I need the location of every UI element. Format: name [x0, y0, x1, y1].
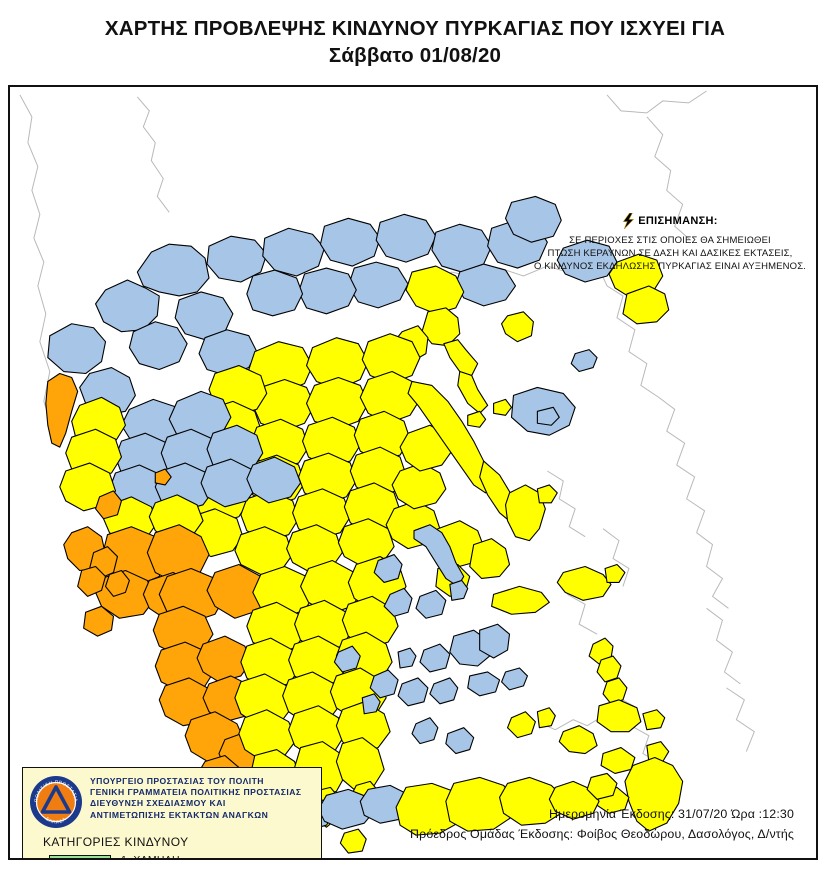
issuer-line: Πρόεδρος Ομάδας Έκδοσης: Φοίβος Θεοδώρου…: [410, 827, 794, 841]
fire-risk-map[interactable]: .b {fill:#a7c5e6;} .y {fill:#ffff00;} .o…: [8, 85, 818, 860]
agency-line-2: ΓΕΝΙΚΗ ΓΡΑΜΜΑΤΕΙΑ ΠΟΛΙΤΙΚΗΣ ΠΡΟΣΤΑΣΙΑΣ: [90, 787, 302, 798]
issue-info-footer: Ημερομηνία Έκδοσης: 31/07/20 Ώρα :12:30 …: [410, 804, 794, 844]
title-line-2: Σάββατο 01/08/20: [328, 44, 502, 67]
agency-line-3: ΔΙΕΥΘΥΝΣΗ ΣΧΕΔΙΑΣΜΟΥ ΚΑΙ: [90, 798, 226, 809]
title-line-1: ΧΑΡΤΗΣ ΠΡΟΒΛΕΨΗΣ ΚΙΝΔΥΝΟΥ ΠΥΡΚΑΓΙΑΣ ΠΟΥ …: [104, 17, 726, 40]
region-western-greece[interactable]: [45, 372, 302, 637]
page-title: ΧΑΡΤΗΣ ΠΡΟΒΛΕΨΗΣ ΚΙΝΔΥΝΟΥ ΠΥΡΚΑΓΙΑΣ ΠΟΥ …: [0, 0, 830, 82]
civil-protection-emblem-icon: ΠΟΛΙΤΙΚΗ ΠΡΟΣΤΑΣΙΑ ΕΛΛΑΔΑ: [29, 775, 83, 829]
agency-line-4: ΑΝΤΙΜΕΤΩΠΙΣΗΣ ΕΚΤΑΚΤΩΝ ΑΝΑΓΚΩΝ: [90, 809, 269, 820]
legend-header: ΠΟΛΙΤΙΚΗ ΠΡΟΣΤΑΣΙΑ ΕΛΛΑΔΑ ΥΠΟΥΡΓΕΙΟ ΠΡΟΣ…: [29, 774, 313, 829]
svg-text:ΕΛΛΑΔΑ: ΕΛΛΑΔΑ: [45, 816, 68, 825]
agency-titles: ΥΠΟΥΡΓΕΙΟ ΠΡΟΣΤΑΣΙΑΣ ΤΟΥ ΠΟΛΙΤΗ ΓΕΝΙΚΗ Γ…: [90, 774, 302, 821]
greece-risk-map-svg[interactable]: .b {fill:#a7c5e6;} .y {fill:#ffff00;} .o…: [10, 87, 816, 858]
map-legend: ΠΟΛΙΤΙΚΗ ΠΡΟΣΤΑΣΙΑ ΕΛΛΑΔΑ ΥΠΟΥΡΓΕΙΟ ΠΡΟΣ…: [22, 767, 322, 860]
legend-label-low: 1. ΧΑΜΗΛΗ: [121, 854, 180, 860]
region-northern-greece[interactable]: [47, 195, 670, 416]
legend-item-low[interactable]: 1. ΧΑΜΗΛΗ: [49, 854, 313, 860]
agency-line-1: ΥΠΟΥΡΓΕΙΟ ΠΡΟΣΤΑΣΙΑΣ ΤΟΥ ΠΟΛΙΤΗ: [90, 776, 264, 786]
swatch-low: [49, 854, 111, 858]
region-aegean-islands[interactable]: [333, 386, 684, 832]
legend-categories-title: ΚΑΤΗΓΟΡΙΕΣ ΚΙΝΔΥΝΟΥ: [43, 835, 189, 849]
issue-date-line: Ημερομηνία Έκδοσης: 31/07/20 Ώρα :12:30: [548, 807, 794, 821]
